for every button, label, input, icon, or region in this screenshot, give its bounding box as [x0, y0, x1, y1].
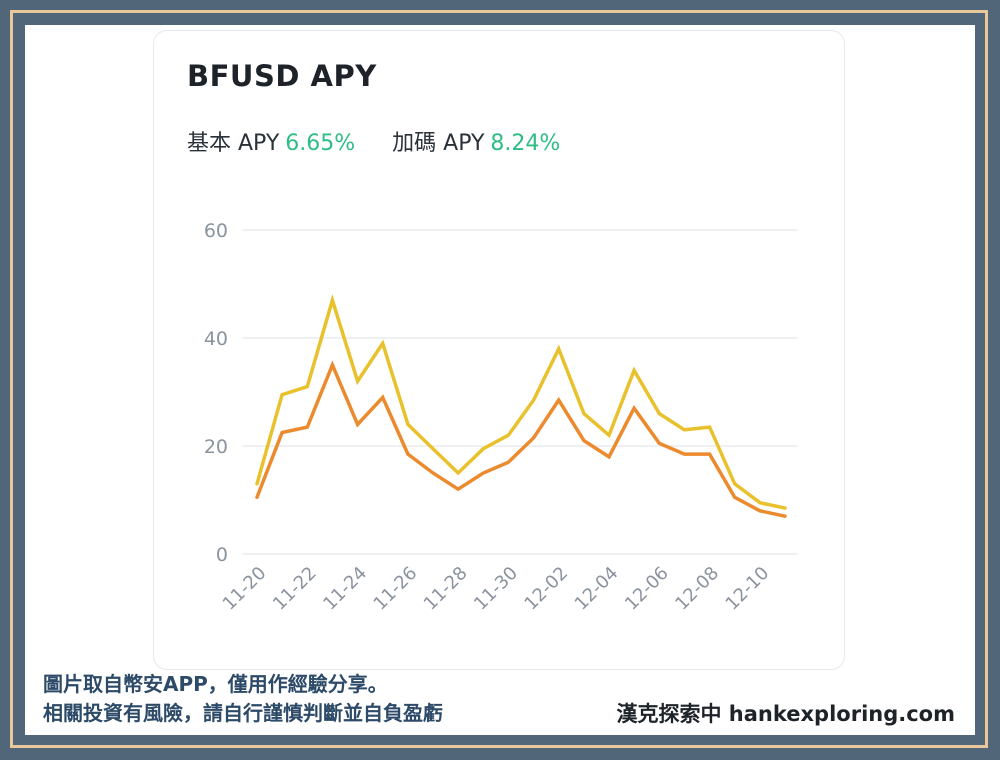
y-tick-label: 60: [204, 220, 228, 242]
x-tick-label: 12-02: [520, 563, 572, 615]
x-tick-label: 12-08: [671, 563, 723, 615]
y-tick-label: 20: [204, 436, 228, 458]
x-tick-label: 12-06: [621, 563, 673, 615]
base-apy-line: [255, 360, 787, 518]
base-apy-label: 基本 APY: [187, 131, 280, 156]
x-tick-label: 11-22: [269, 563, 321, 615]
apy-card: [153, 30, 845, 670]
y-tick-label: 40: [204, 328, 228, 350]
x-tick-label: 11-28: [420, 563, 472, 615]
bonus-apy: 加碼 APY 8.24%: [392, 125, 560, 157]
disclaimer-line-1: 圖片取自幣安APP，僅用作經驗分享。: [43, 672, 388, 696]
x-tick-label: 12-10: [722, 563, 774, 615]
x-tick-label: 11-20: [219, 563, 271, 615]
bonus-apy-line: [255, 294, 787, 510]
base-apy-value: 6.65%: [285, 131, 356, 156]
disclaimer-line-2: 相關投資有風險，請自行謹慎判斷並自負盈虧: [43, 701, 443, 725]
bonus-apy-value: 8.24%: [490, 131, 561, 156]
x-tick-label: 11-26: [370, 563, 422, 615]
apy-summary: 基本 APY 6.65% 加碼 APY 8.24%: [187, 125, 590, 157]
content-panel: BFUSD APY 基本 APY 6.65% 加碼 APY 8.24% 0 20 40 6…: [25, 25, 975, 735]
x-tick-label: 11-24: [319, 563, 371, 615]
y-tick-label: 0: [216, 544, 228, 566]
bonus-apy-label: 加碼 APY: [392, 131, 485, 156]
chart-title: BFUSD APY: [187, 59, 377, 93]
outer-frame: [10, 10, 988, 748]
base-apy: 基本 APY 6.65%: [187, 125, 355, 157]
x-tick-label: 12-04: [571, 563, 623, 615]
brand-watermark: 漢克探索中 hankexploring.com: [616, 702, 955, 726]
disclaimer: 圖片取自幣安APP，僅用作經驗分享。 相關投資有風險，請自行謹慎判斷並自負盈虧: [43, 670, 443, 728]
x-tick-label: 11-30: [470, 563, 522, 615]
apy-line-chart: 020406011-2011-2211-2411-2611-2811-3012-…: [204, 220, 797, 615]
